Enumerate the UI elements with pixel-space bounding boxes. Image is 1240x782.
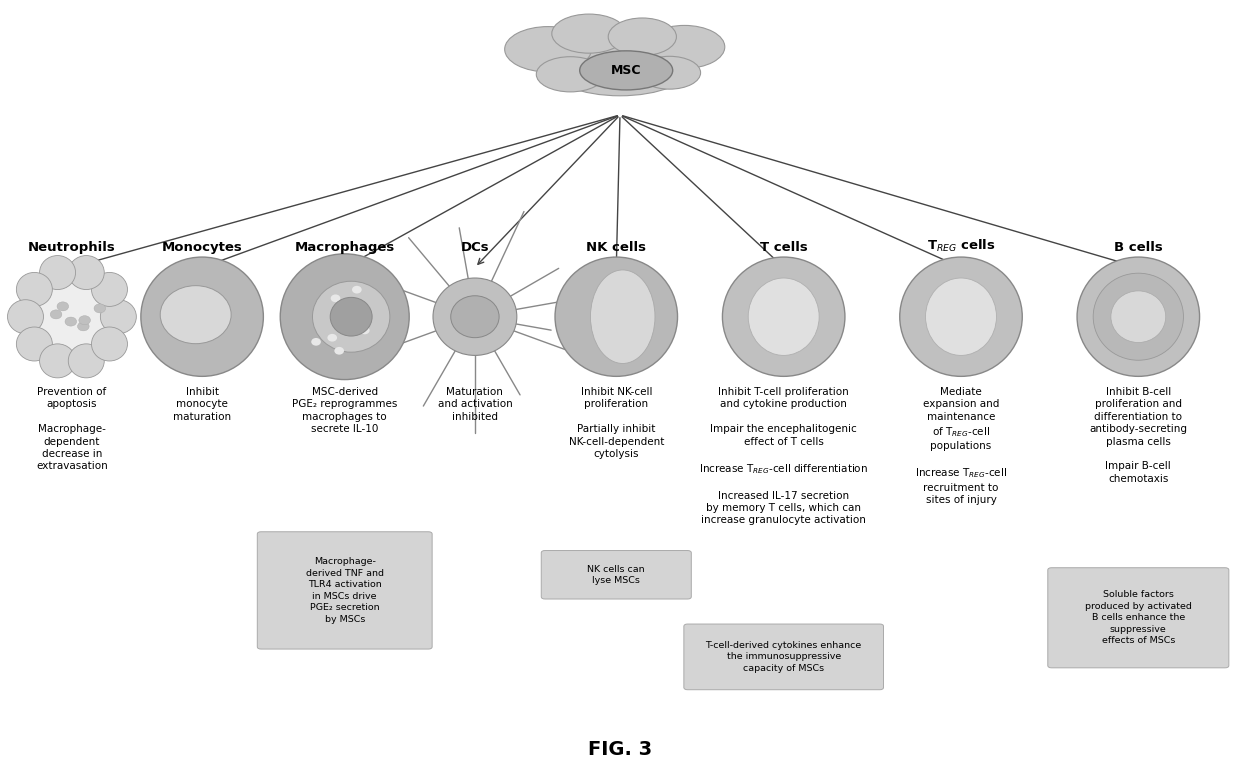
Ellipse shape [16, 327, 52, 361]
Ellipse shape [312, 282, 389, 352]
Ellipse shape [549, 37, 692, 96]
Ellipse shape [433, 278, 517, 355]
Ellipse shape [352, 285, 362, 293]
Ellipse shape [331, 295, 340, 302]
Ellipse shape [556, 257, 677, 376]
Ellipse shape [311, 338, 321, 346]
Ellipse shape [1111, 291, 1166, 343]
Text: DCs: DCs [460, 241, 490, 254]
Ellipse shape [639, 56, 701, 89]
Ellipse shape [723, 257, 844, 376]
Ellipse shape [57, 302, 68, 311]
Ellipse shape [40, 256, 76, 289]
Ellipse shape [609, 18, 677, 56]
Text: Inhibit NK-cell
proliferation

Partially inhibit
NK-cell-dependent
cytolysis: Inhibit NK-cell proliferation Partially … [569, 387, 663, 459]
FancyBboxPatch shape [1048, 568, 1229, 668]
Ellipse shape [360, 304, 370, 312]
Text: Macrophages: Macrophages [295, 241, 394, 254]
Ellipse shape [68, 344, 104, 378]
Ellipse shape [92, 327, 128, 361]
Ellipse shape [100, 300, 136, 334]
Ellipse shape [78, 322, 89, 331]
Text: NK cells: NK cells [587, 241, 646, 254]
Ellipse shape [280, 254, 409, 379]
Ellipse shape [94, 304, 105, 313]
Ellipse shape [590, 270, 655, 364]
Ellipse shape [92, 272, 128, 307]
Text: Monocytes: Monocytes [161, 241, 243, 254]
Text: Inhibit B-cell
proliferation and
differentiation to
antibody-secreting
plasma ce: Inhibit B-cell proliferation and differe… [1089, 387, 1188, 484]
Ellipse shape [17, 268, 126, 365]
Text: T-cell-derived cytokines enhance
the immunosuppressive
capacity of MSCs: T-cell-derived cytokines enhance the imm… [706, 641, 862, 673]
Ellipse shape [16, 272, 52, 307]
Ellipse shape [68, 256, 104, 289]
Ellipse shape [51, 310, 62, 319]
Ellipse shape [342, 310, 352, 318]
FancyBboxPatch shape [541, 551, 692, 599]
Text: Inhibit T-cell proliferation
and cytokine production

Impair the encephalitogeni: Inhibit T-cell proliferation and cytokin… [699, 387, 868, 526]
Ellipse shape [64, 317, 77, 326]
Text: T cells: T cells [760, 241, 807, 254]
Text: B cells: B cells [1114, 241, 1163, 254]
Ellipse shape [7, 300, 43, 334]
Ellipse shape [330, 297, 372, 336]
Ellipse shape [335, 347, 343, 355]
Text: MSC-derived
PGE₂ reprogrammes
macrophages to
secrete IL-10: MSC-derived PGE₂ reprogrammes macrophage… [293, 387, 397, 434]
Ellipse shape [327, 334, 337, 342]
Ellipse shape [552, 14, 626, 53]
Ellipse shape [79, 316, 91, 325]
FancyBboxPatch shape [258, 532, 433, 649]
Text: FIG. 3: FIG. 3 [588, 740, 652, 759]
Ellipse shape [748, 278, 820, 355]
Text: Maturation
and activation
inhibited: Maturation and activation inhibited [438, 387, 512, 422]
Text: Macrophage-
derived TNF and
TLR4 activation
in MSCs drive
PGE₂ secretion
by MSCs: Macrophage- derived TNF and TLR4 activat… [306, 558, 383, 623]
Text: T$_{REG}$ cells: T$_{REG}$ cells [926, 238, 996, 254]
Text: NK cells can
lyse MSCs: NK cells can lyse MSCs [588, 565, 645, 585]
Ellipse shape [505, 27, 591, 72]
Ellipse shape [580, 51, 672, 90]
Text: MSC: MSC [611, 64, 641, 77]
Text: Mediate
expansion and
maintenance
of T$_{REG}$-cell
populations

Increase T$_{RE: Mediate expansion and maintenance of T$_… [915, 387, 1007, 505]
Ellipse shape [360, 327, 370, 334]
Ellipse shape [925, 278, 997, 355]
Text: Neutrophils: Neutrophils [29, 241, 115, 254]
Text: Prevention of
apoptosis

Macrophage-
dependent
decrease in
extravasation: Prevention of apoptosis Macrophage- depe… [36, 387, 108, 472]
Text: Inhibit
monocyte
maturation: Inhibit monocyte maturation [174, 387, 231, 422]
Ellipse shape [40, 344, 76, 378]
Ellipse shape [1094, 273, 1183, 361]
Ellipse shape [141, 257, 263, 376]
Ellipse shape [451, 296, 498, 338]
Ellipse shape [645, 25, 724, 69]
Ellipse shape [900, 257, 1022, 376]
Ellipse shape [536, 56, 605, 91]
Text: Soluble factors
produced by activated
B cells enhance the
suppressive
effects of: Soluble factors produced by activated B … [1085, 590, 1192, 645]
Ellipse shape [1078, 257, 1199, 376]
Ellipse shape [160, 285, 231, 344]
FancyBboxPatch shape [684, 624, 883, 690]
